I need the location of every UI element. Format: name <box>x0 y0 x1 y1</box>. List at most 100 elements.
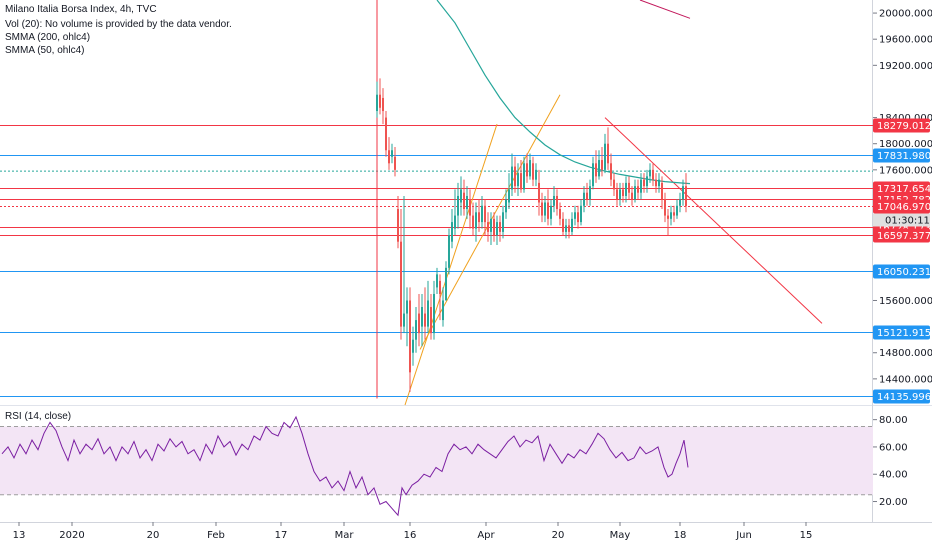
candle <box>619 182 621 206</box>
candle <box>550 199 552 226</box>
candle-body <box>556 195 558 210</box>
candle-body <box>667 215 669 219</box>
candle <box>490 212 492 245</box>
countdown-badge[interactable] <box>873 213 930 227</box>
price-level-label[interactable]: 18279.0124 <box>877 121 932 132</box>
time-axis[interactable]: 13 2020 20 Feb 17 Mar 16 Apr 20 May 18 Jun 15 <box>13 522 813 541</box>
candle <box>631 186 633 206</box>
time-tick-label[interactable]: Mar <box>335 530 355 541</box>
candle-body <box>565 225 567 232</box>
time-tick-label[interactable]: Jun <box>735 530 752 541</box>
price-level-label[interactable]: 15121.9157 <box>877 328 932 339</box>
candle-body <box>460 189 462 203</box>
price-level-badge[interactable] <box>873 389 930 404</box>
smma-lines <box>436 0 691 185</box>
candle <box>442 287 444 327</box>
candle-body <box>655 179 657 187</box>
candles <box>376 78 687 392</box>
price-level-badge[interactable] <box>873 181 930 196</box>
volume-legend[interactable]: Vol (20): No volume is provided by the d… <box>5 19 232 30</box>
price-tick-label[interactable]: 18000.0000 <box>879 139 932 150</box>
candle <box>655 173 657 193</box>
price-level-label[interactable]: 16597.3779 <box>877 231 932 242</box>
rsi-tick-label[interactable]: 80.00 <box>879 415 908 426</box>
smma200-legend[interactable]: SMMA (200, ohlc4) <box>5 32 91 43</box>
time-tick-label[interactable]: 15 <box>800 530 813 541</box>
price-level-badge[interactable] <box>873 118 930 133</box>
candle-body <box>514 166 516 187</box>
candle-body <box>502 212 504 232</box>
candle <box>577 205 579 229</box>
candle-body <box>685 186 687 206</box>
price-level-label[interactable]: 17317.6546 <box>877 184 932 195</box>
candle <box>556 189 558 216</box>
price-level-badge[interactable] <box>873 264 930 279</box>
price-level-label[interactable]: 16050.2311 <box>877 267 932 278</box>
candle-body <box>520 173 522 190</box>
candle-body <box>391 150 393 157</box>
candle-body <box>637 186 639 193</box>
candle <box>598 150 600 180</box>
last-price-badge[interactable] <box>873 199 930 214</box>
candle-body <box>445 267 447 301</box>
candle-body <box>682 186 684 200</box>
price-tick-label[interactable]: 19600.0000 <box>879 35 932 46</box>
rsi-tick-label[interactable]: 40.00 <box>879 470 908 481</box>
candle <box>397 195 399 249</box>
price-tick-label[interactable]: 15600.0000 <box>879 296 932 307</box>
price-level-label[interactable]: 17831.9805 <box>877 151 932 162</box>
candle <box>418 293 420 347</box>
time-tick-label[interactable]: 18 <box>674 530 687 541</box>
candle <box>604 133 606 174</box>
candle <box>415 307 417 353</box>
time-tick-label[interactable]: 17 <box>275 530 288 541</box>
chart-title[interactable]: Milano Italia Borsa Index, 4h, TVC <box>5 4 157 15</box>
price-tick-label[interactable]: 20000.0000 <box>879 9 932 20</box>
price-level-badge[interactable] <box>873 228 930 243</box>
candle <box>427 280 429 334</box>
countdown-label[interactable]: 01:30:11 <box>885 216 930 227</box>
candle-body <box>547 202 549 219</box>
candle-body <box>448 235 450 268</box>
candle-body <box>589 186 591 200</box>
candle-body <box>571 218 573 232</box>
time-tick-label[interactable]: 20 <box>147 530 160 541</box>
smma50-legend[interactable]: SMMA (50, ohlc4) <box>5 45 85 56</box>
candle-body <box>379 94 381 108</box>
candle-body <box>619 189 621 200</box>
candle-body <box>478 212 480 223</box>
price-tick-label[interactable]: 14400.0000 <box>879 374 932 385</box>
candle <box>388 137 390 170</box>
candle <box>571 212 573 236</box>
candle-body <box>562 218 564 232</box>
time-tick-label[interactable]: Feb <box>207 530 225 541</box>
price-tick-label[interactable]: 14800.0000 <box>879 348 932 359</box>
candle-body <box>484 205 486 223</box>
price-level-badge[interactable] <box>873 325 930 340</box>
price-level-label[interactable]: 14135.9966 <box>877 392 932 403</box>
candle-body <box>601 160 603 170</box>
time-tick-label[interactable]: 20 <box>552 530 565 541</box>
time-tick-label[interactable]: Apr <box>477 530 495 541</box>
candle <box>433 280 435 340</box>
time-tick-label[interactable]: 16 <box>404 530 417 541</box>
price-tick-label[interactable]: 17600.0000 <box>879 165 932 176</box>
candle-body <box>427 300 429 327</box>
candle <box>430 293 432 340</box>
rsi-tick-label[interactable]: 20.00 <box>879 497 908 508</box>
candle-body <box>496 222 498 236</box>
candle-body <box>580 205 582 223</box>
price-level-badge[interactable] <box>873 148 930 163</box>
last-price-label[interactable]: 17046.9700 <box>877 202 932 213</box>
candle <box>535 163 537 187</box>
price-tick-label[interactable]: 19200.0000 <box>879 61 932 72</box>
candle <box>460 176 462 216</box>
rsi-legend[interactable]: RSI (14, close) <box>5 411 72 422</box>
time-tick-label[interactable]: 2020 <box>59 530 84 541</box>
time-tick-label[interactable]: May <box>610 530 631 541</box>
rsi-tick-label[interactable]: 60.00 <box>879 442 908 453</box>
price-axis[interactable]: 14400.0000 14800.0000 15600.0000 17600.0000… <box>873 9 932 508</box>
time-tick-label[interactable]: 13 <box>13 530 26 541</box>
candle <box>637 179 639 200</box>
